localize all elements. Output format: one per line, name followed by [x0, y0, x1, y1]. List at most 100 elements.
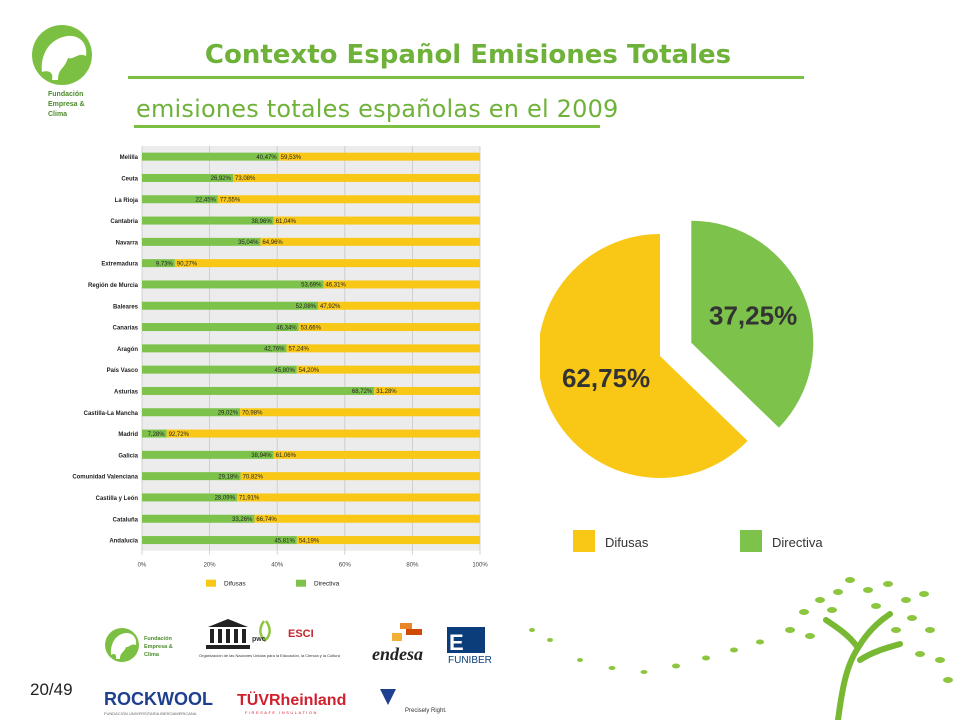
svg-text:ROCKWOOL: ROCKWOOL — [104, 689, 213, 709]
category-label: Extremadura — [101, 262, 138, 268]
fundacion-empresa-clima-logo: Fundación Empresa & Clima — [32, 25, 92, 118]
data-label-difusas: 31,28% — [376, 389, 397, 395]
x-tick-label: 20% — [204, 563, 217, 569]
pie-legend-label-directiva: Directiva — [772, 535, 823, 550]
pie-chart: 37,25% 62,75% Difusas Directiva — [540, 220, 823, 552]
logo-line-2: Empresa & — [48, 101, 85, 108]
data-label-directiva: 28,09% — [215, 496, 236, 502]
bar-difusas — [296, 536, 480, 545]
data-label-directiva: 42,76% — [264, 347, 285, 353]
partner-funiber-logo: ROCKWOOL FUNDACIÓN UNIVERSITARIA IBEROAM… — [104, 689, 213, 716]
x-tick-label: 0% — [138, 563, 147, 569]
partner-fec-logo: Fundación Empresa & Clima — [105, 628, 173, 662]
x-tick-label: 40% — [271, 563, 284, 569]
logo-tree-icon — [41, 35, 87, 80]
bar-directiva — [142, 344, 287, 353]
svg-text:FIRESAFE INSULATION: FIRESAFE INSULATION — [245, 710, 318, 715]
category-label: Asturias — [114, 389, 139, 395]
data-label-directiva: 33,26% — [232, 517, 253, 523]
page-title: Contexto Español Emisiones Totales — [204, 40, 732, 70]
data-label-difusas: 70,98% — [242, 410, 263, 416]
category-label: Región de Murcia — [88, 283, 139, 289]
bar-difusas — [174, 259, 481, 268]
data-label-difusas: 66,74% — [256, 517, 277, 523]
bar-difusas — [236, 493, 480, 502]
data-label-directiva: 29,18% — [218, 474, 239, 480]
bar-directiva — [142, 408, 241, 417]
partner-logos: Fundación Empresa & Clima Organización d… — [104, 619, 492, 716]
data-label-difusas: 73,08% — [235, 176, 256, 182]
bar-directiva — [142, 536, 297, 545]
svg-text:Clima: Clima — [144, 652, 160, 658]
x-tick-label: 100% — [472, 563, 488, 569]
category-label: País Vasco — [107, 368, 139, 374]
bar-difusas — [166, 429, 481, 438]
category-label: Cataluña — [113, 517, 139, 523]
category-label: Ceuta — [121, 176, 138, 182]
category-label: Baleares — [113, 304, 139, 310]
bar-difusas — [298, 323, 480, 332]
pie-slice-difusas — [540, 234, 748, 478]
data-label-difusas: 92,72% — [169, 432, 190, 438]
bar-directiva — [142, 152, 279, 161]
partner-esci-logo: ESCI — [288, 628, 314, 640]
pie-slice-directiva — [691, 220, 814, 428]
bar-difusas — [323, 280, 480, 289]
bar-directiva — [142, 195, 218, 204]
bar-difusas — [260, 237, 480, 246]
category-label: Comunidad Valenciana — [72, 475, 138, 481]
category-label: Cantabria — [110, 219, 138, 225]
data-label-directiva: 45,81% — [274, 538, 295, 544]
data-label-directiva: 22,45% — [196, 197, 217, 203]
data-label-directiva: 38,94% — [251, 453, 272, 459]
data-label-difusas: 54,19% — [299, 538, 320, 544]
partner-unitwin-logo: pwc — [252, 620, 271, 643]
category-label: Andalucía — [109, 539, 138, 545]
data-label-difusas: 46,31% — [325, 283, 346, 289]
data-label-difusas: 90,27% — [177, 261, 198, 267]
bar-directiva — [142, 493, 237, 502]
data-label-directiva: 52,08% — [296, 304, 317, 310]
pie-label-difusas: 62,75% — [562, 363, 650, 393]
bar-difusas — [318, 301, 480, 310]
tree-leaves — [529, 577, 953, 683]
data-label-directiva: 40,47% — [256, 155, 277, 161]
stacked-bar-chart: 0% 20% 40% 60% 80% 100% Melilla 40,47% 59,53% Ceu… — [72, 146, 488, 588]
data-label-difusas: 77,55% — [220, 197, 241, 203]
page-number: 20/49 — [30, 680, 73, 699]
data-label-directiva: 38,96% — [251, 219, 272, 225]
category-label: Castilla y León — [96, 496, 139, 502]
unesco-caption: Organización de las Naciones Unidas para… — [199, 653, 341, 658]
svg-text:endesa: endesa — [372, 644, 423, 664]
bar-directiva — [142, 280, 324, 289]
bar-difusas — [286, 344, 480, 353]
data-label-difusas: 57,24% — [289, 347, 310, 353]
bar-directiva — [142, 365, 297, 374]
decorative-tree-icon — [529, 577, 953, 720]
bar-directiva — [142, 514, 255, 523]
category-label: Melilla — [120, 155, 139, 161]
partner-rockwool-logo: TÜVRheinland FIRESAFE INSULATION — [237, 690, 346, 715]
legend-swatch-difusas — [206, 579, 216, 587]
bar-directiva — [142, 323, 299, 332]
bar-difusas — [296, 365, 480, 374]
subtitle-underline — [134, 125, 600, 128]
legend-label-directiva: Directiva — [314, 581, 340, 588]
svg-text:ESCI: ESCI — [288, 628, 314, 640]
svg-text:Empresa &: Empresa & — [144, 644, 173, 650]
data-label-difusas: 53,66% — [301, 325, 322, 331]
bar-difusas — [232, 173, 480, 182]
data-label-difusas: 71,91% — [239, 496, 260, 502]
page-subtitle: emisiones totales españolas en el 2009 — [136, 95, 619, 123]
svg-text:pwc: pwc — [252, 636, 266, 643]
data-label-difusas: 64,96% — [262, 240, 283, 246]
legend-swatch-directiva — [296, 579, 306, 587]
logo-line-1: Fundación — [48, 91, 83, 98]
pie-legend-label-difusas: Difusas — [605, 535, 649, 550]
data-label-directiva: 68,72% — [352, 389, 373, 395]
x-tick-label: 80% — [406, 563, 419, 569]
bar-difusas — [278, 152, 480, 161]
bar-directiva — [142, 450, 274, 459]
bar-difusas — [254, 514, 480, 523]
logo-line-3: Clima — [48, 111, 67, 118]
